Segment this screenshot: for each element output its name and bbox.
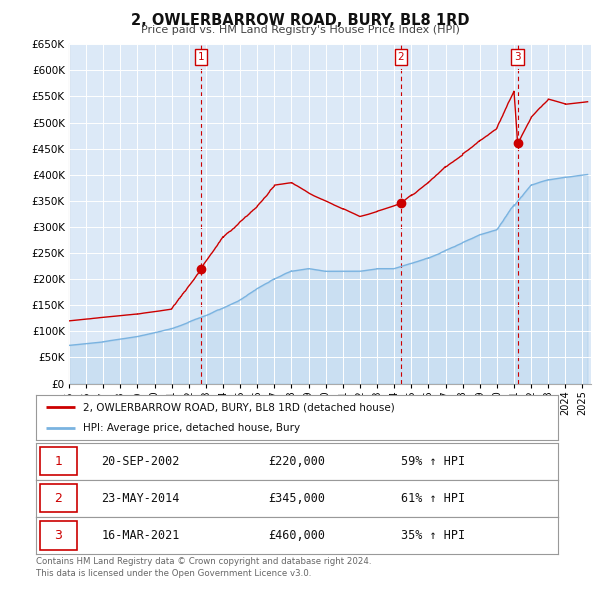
- Text: 1: 1: [198, 53, 205, 63]
- Text: 16-MAR-2021: 16-MAR-2021: [101, 529, 179, 542]
- Text: 2: 2: [398, 53, 404, 63]
- Text: £345,000: £345,000: [269, 491, 325, 505]
- Text: £460,000: £460,000: [269, 529, 325, 542]
- FancyBboxPatch shape: [40, 522, 77, 549]
- Text: 23-MAY-2014: 23-MAY-2014: [101, 491, 179, 505]
- Text: 3: 3: [55, 529, 62, 542]
- Text: HPI: Average price, detached house, Bury: HPI: Average price, detached house, Bury: [83, 424, 300, 434]
- Text: Contains HM Land Registry data © Crown copyright and database right 2024.
This d: Contains HM Land Registry data © Crown c…: [36, 557, 371, 578]
- Text: 2, OWLERBARROW ROAD, BURY, BL8 1RD (detached house): 2, OWLERBARROW ROAD, BURY, BL8 1RD (deta…: [83, 402, 395, 412]
- Text: 2, OWLERBARROW ROAD, BURY, BL8 1RD: 2, OWLERBARROW ROAD, BURY, BL8 1RD: [131, 13, 469, 28]
- Text: 61% ↑ HPI: 61% ↑ HPI: [401, 491, 465, 505]
- Text: 20-SEP-2002: 20-SEP-2002: [101, 454, 179, 468]
- Text: Price paid vs. HM Land Registry's House Price Index (HPI): Price paid vs. HM Land Registry's House …: [140, 25, 460, 35]
- Text: 2: 2: [55, 491, 62, 505]
- Text: 59% ↑ HPI: 59% ↑ HPI: [401, 454, 465, 468]
- Text: 35% ↑ HPI: 35% ↑ HPI: [401, 529, 465, 542]
- FancyBboxPatch shape: [40, 447, 77, 475]
- FancyBboxPatch shape: [40, 484, 77, 512]
- Text: 3: 3: [514, 53, 521, 63]
- Text: 1: 1: [55, 454, 62, 468]
- Text: £220,000: £220,000: [269, 454, 325, 468]
